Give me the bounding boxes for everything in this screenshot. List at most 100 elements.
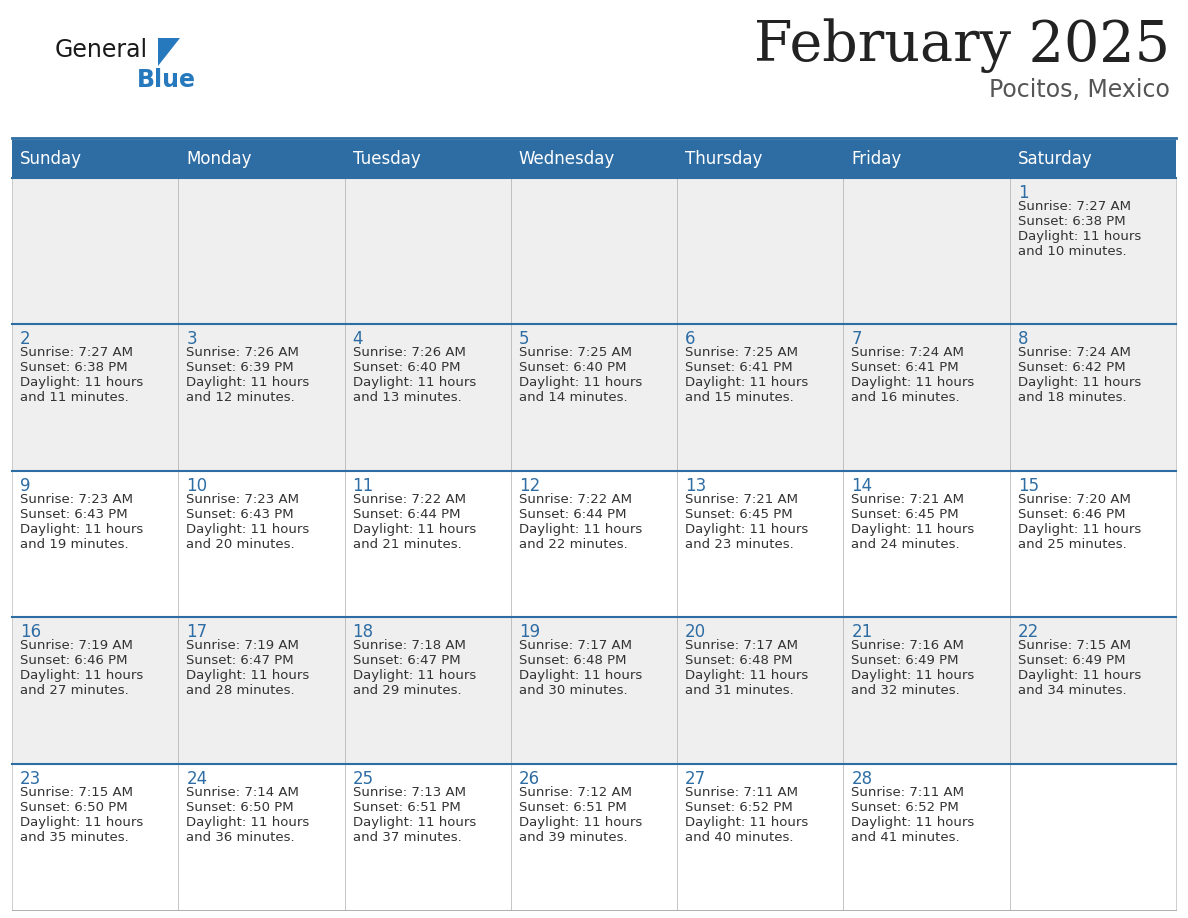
Text: Sunset: 6:43 PM: Sunset: 6:43 PM [187, 508, 293, 521]
Text: General: General [55, 38, 148, 62]
Text: Sunrise: 7:11 AM: Sunrise: 7:11 AM [852, 786, 965, 799]
Bar [12, 617, 178, 764]
Text: Wednesday: Wednesday [519, 150, 615, 168]
Bar [12, 140, 1176, 178]
Text: Sunset: 6:45 PM: Sunset: 6:45 PM [852, 508, 959, 521]
Text: Daylight: 11 hours: Daylight: 11 hours [519, 669, 642, 682]
Polygon shape [158, 38, 181, 66]
Text: Daylight: 11 hours: Daylight: 11 hours [519, 815, 642, 829]
Bar [345, 178, 511, 324]
Text: Daylight: 11 hours: Daylight: 11 hours [852, 376, 974, 389]
Bar [511, 178, 677, 324]
Text: and 40 minutes.: and 40 minutes. [685, 831, 794, 844]
Text: 2: 2 [20, 330, 31, 349]
Text: Sunrise: 7:22 AM: Sunrise: 7:22 AM [519, 493, 632, 506]
Text: Daylight: 11 hours: Daylight: 11 hours [187, 669, 310, 682]
Text: Daylight: 11 hours: Daylight: 11 hours [685, 669, 808, 682]
Text: Sunset: 6:41 PM: Sunset: 6:41 PM [852, 362, 959, 375]
Text: 14: 14 [852, 476, 872, 495]
Text: Sunset: 6:50 PM: Sunset: 6:50 PM [20, 800, 127, 813]
Text: and 32 minutes.: and 32 minutes. [852, 684, 960, 697]
Text: Sunrise: 7:27 AM: Sunrise: 7:27 AM [1018, 200, 1131, 213]
Text: Sunrise: 7:12 AM: Sunrise: 7:12 AM [519, 786, 632, 799]
Text: Sunset: 6:46 PM: Sunset: 6:46 PM [20, 655, 127, 667]
Text: Pocitos, Mexico: Pocitos, Mexico [990, 78, 1170, 102]
Bar [345, 324, 511, 471]
Bar [12, 178, 178, 324]
Text: Daylight: 11 hours: Daylight: 11 hours [353, 815, 476, 829]
Text: and 39 minutes.: and 39 minutes. [519, 831, 627, 844]
Text: and 21 minutes.: and 21 minutes. [353, 538, 461, 551]
Bar [12, 471, 178, 617]
Bar [843, 324, 1010, 471]
Text: 20: 20 [685, 623, 707, 641]
Text: Sunrise: 7:13 AM: Sunrise: 7:13 AM [353, 786, 466, 799]
Text: Daylight: 11 hours: Daylight: 11 hours [1018, 669, 1140, 682]
Text: 17: 17 [187, 623, 208, 641]
Text: Sunset: 6:45 PM: Sunset: 6:45 PM [685, 508, 792, 521]
Bar [178, 764, 345, 910]
Text: and 30 minutes.: and 30 minutes. [519, 684, 627, 697]
Text: 1: 1 [1018, 184, 1029, 202]
Bar [843, 471, 1010, 617]
Text: Sunset: 6:50 PM: Sunset: 6:50 PM [187, 800, 293, 813]
Text: Daylight: 11 hours: Daylight: 11 hours [187, 815, 310, 829]
Bar [1010, 764, 1176, 910]
Text: Sunrise: 7:17 AM: Sunrise: 7:17 AM [519, 639, 632, 652]
Text: Sunset: 6:44 PM: Sunset: 6:44 PM [353, 508, 460, 521]
Text: 5: 5 [519, 330, 530, 349]
Text: Tuesday: Tuesday [353, 150, 421, 168]
Text: and 10 minutes.: and 10 minutes. [1018, 245, 1126, 258]
Text: Sunset: 6:38 PM: Sunset: 6:38 PM [20, 362, 127, 375]
Bar [345, 764, 511, 910]
Text: 9: 9 [20, 476, 31, 495]
Text: and 34 minutes.: and 34 minutes. [1018, 684, 1126, 697]
Bar [511, 324, 677, 471]
Text: Sunset: 6:44 PM: Sunset: 6:44 PM [519, 508, 626, 521]
Text: Sunday: Sunday [20, 150, 82, 168]
Text: Daylight: 11 hours: Daylight: 11 hours [1018, 230, 1140, 243]
Bar [345, 617, 511, 764]
Text: and 41 minutes.: and 41 minutes. [852, 831, 960, 844]
Text: and 15 minutes.: and 15 minutes. [685, 391, 794, 405]
Bar [677, 471, 843, 617]
Text: Sunrise: 7:24 AM: Sunrise: 7:24 AM [852, 346, 965, 360]
Text: and 23 minutes.: and 23 minutes. [685, 538, 794, 551]
Text: Daylight: 11 hours: Daylight: 11 hours [685, 376, 808, 389]
Text: and 31 minutes.: and 31 minutes. [685, 684, 794, 697]
Text: Sunset: 6:41 PM: Sunset: 6:41 PM [685, 362, 792, 375]
Text: Sunset: 6:47 PM: Sunset: 6:47 PM [353, 655, 460, 667]
Text: Daylight: 11 hours: Daylight: 11 hours [1018, 522, 1140, 536]
Text: Daylight: 11 hours: Daylight: 11 hours [852, 522, 974, 536]
Bar [178, 324, 345, 471]
Text: 18: 18 [353, 623, 374, 641]
Text: Sunrise: 7:19 AM: Sunrise: 7:19 AM [20, 639, 133, 652]
Text: and 19 minutes.: and 19 minutes. [20, 538, 128, 551]
Text: Sunset: 6:52 PM: Sunset: 6:52 PM [685, 800, 792, 813]
Text: Sunset: 6:42 PM: Sunset: 6:42 PM [1018, 362, 1125, 375]
Text: and 18 minutes.: and 18 minutes. [1018, 391, 1126, 405]
Text: Daylight: 11 hours: Daylight: 11 hours [20, 669, 144, 682]
Text: Sunrise: 7:24 AM: Sunrise: 7:24 AM [1018, 346, 1131, 360]
Bar [677, 178, 843, 324]
Text: Sunrise: 7:23 AM: Sunrise: 7:23 AM [20, 493, 133, 506]
Text: Monday: Monday [187, 150, 252, 168]
Text: 7: 7 [852, 330, 862, 349]
Text: 19: 19 [519, 623, 541, 641]
Text: and 24 minutes.: and 24 minutes. [852, 538, 960, 551]
Text: 6: 6 [685, 330, 696, 349]
Text: Sunset: 6:52 PM: Sunset: 6:52 PM [852, 800, 959, 813]
Text: Sunset: 6:40 PM: Sunset: 6:40 PM [519, 362, 626, 375]
Text: 24: 24 [187, 769, 208, 788]
Bar [1010, 324, 1176, 471]
Text: Sunrise: 7:15 AM: Sunrise: 7:15 AM [1018, 639, 1131, 652]
Bar [12, 764, 178, 910]
Text: Sunrise: 7:26 AM: Sunrise: 7:26 AM [353, 346, 466, 360]
Bar [511, 617, 677, 764]
Text: and 27 minutes.: and 27 minutes. [20, 684, 128, 697]
Text: Sunrise: 7:23 AM: Sunrise: 7:23 AM [187, 493, 299, 506]
Bar [178, 178, 345, 324]
Text: 11: 11 [353, 476, 374, 495]
Text: and 37 minutes.: and 37 minutes. [353, 831, 461, 844]
Text: Sunrise: 7:15 AM: Sunrise: 7:15 AM [20, 786, 133, 799]
